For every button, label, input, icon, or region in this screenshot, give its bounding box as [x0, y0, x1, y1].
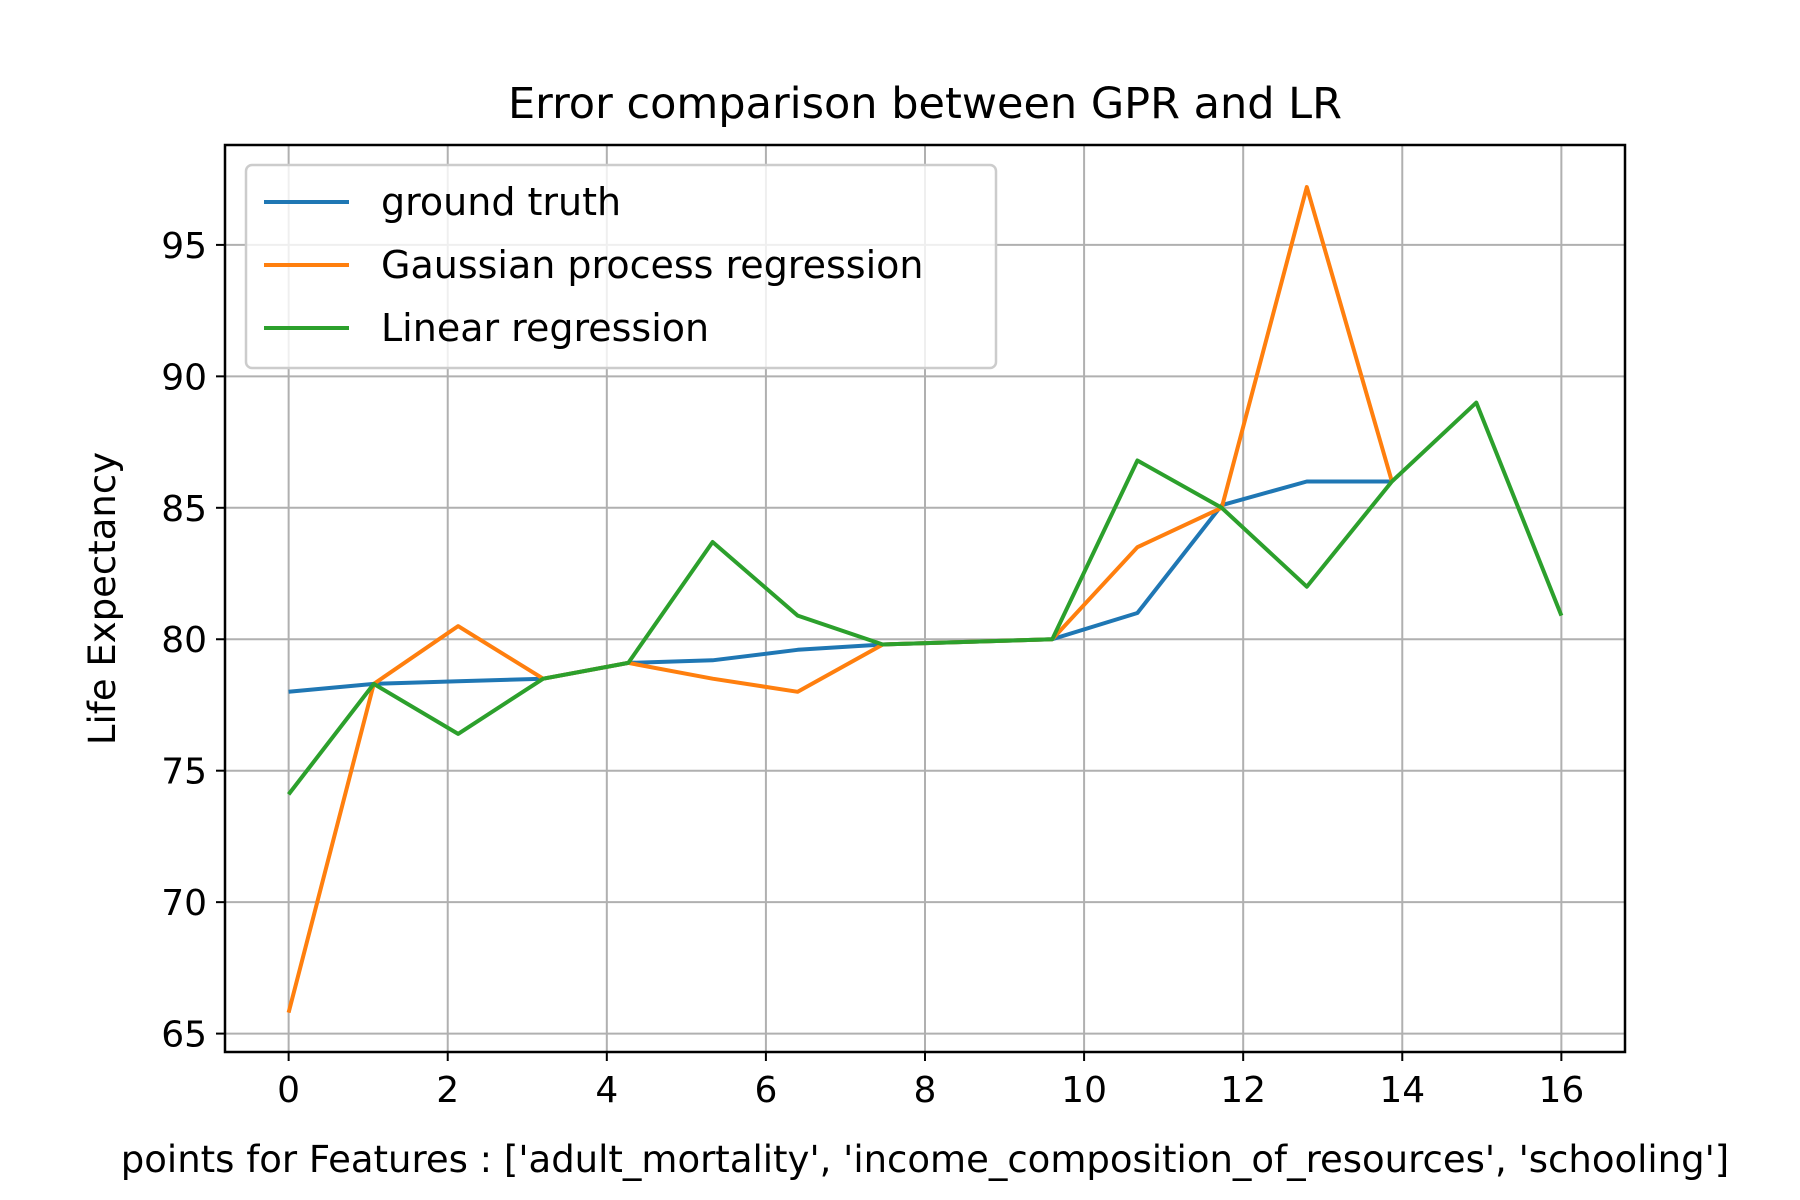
legend: ground truth Gaussian process regression L…	[244, 163, 998, 370]
y-axis-label: Life Expectancy	[81, 452, 124, 745]
x-tick-label: 6	[754, 1070, 777, 1111]
y-tick-label: 65	[161, 1015, 207, 1056]
chart-title: Error comparison between GPR and LR	[508, 79, 1342, 129]
x-tick-label: 16	[1538, 1070, 1584, 1111]
grid	[225, 145, 1625, 1052]
legend-entry-label: Gaussian process regression	[381, 243, 923, 287]
axis-ticks: 0 2 4 6 8 10 12 14 16 65 70 75 80 85 90 95	[161, 226, 1584, 1111]
x-axis-label: points for Features : ['adult_mortality'…	[121, 1138, 1729, 1181]
x-tick-label: 8	[914, 1070, 937, 1111]
y-tick-label: 75	[161, 752, 207, 793]
x-tick-label: 14	[1379, 1070, 1425, 1111]
x-tick-label: 10	[1061, 1070, 1107, 1111]
series-line-2	[287, 400, 1564, 796]
y-tick-label: 80	[161, 620, 207, 661]
series-line-0	[288, 479, 1392, 694]
x-tick-label: 4	[595, 1070, 618, 1111]
y-tick-label: 90	[161, 357, 207, 398]
legend-entry-label: Linear regression	[381, 306, 709, 350]
y-tick-label: 85	[161, 489, 207, 530]
series-lines	[286, 185, 1564, 1014]
y-tick-label: 70	[161, 883, 207, 924]
x-tick-label: 2	[436, 1070, 459, 1111]
series-line-1	[286, 185, 1394, 1014]
legend-box	[244, 163, 998, 370]
x-tick-label: 0	[277, 1070, 300, 1111]
x-tick-label: 12	[1220, 1070, 1266, 1111]
legend-entry-label: ground truth	[381, 180, 621, 224]
y-tick-label: 95	[161, 226, 207, 267]
